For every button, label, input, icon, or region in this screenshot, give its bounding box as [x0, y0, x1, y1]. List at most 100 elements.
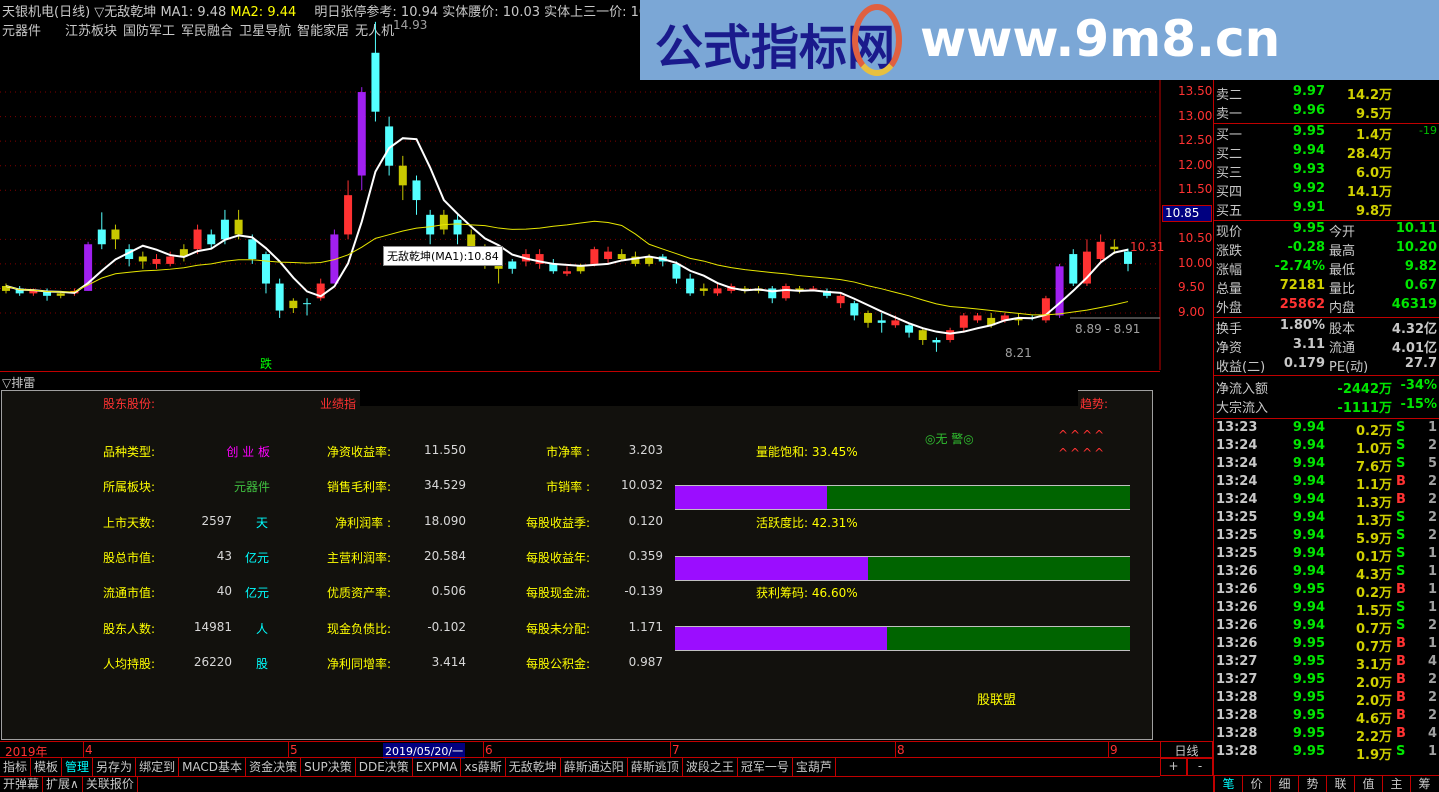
candle-body [1069, 254, 1078, 284]
divider [1213, 775, 1439, 776]
tab-势[interactable]: 势 [1298, 776, 1326, 792]
quote-row: 买五 9.91 9.8万 [1213, 200, 1439, 219]
trade-side: S [1396, 438, 1406, 453]
candle-body [398, 165, 407, 186]
quote-row: 13:24 9.94 7.6万 S 5 [1213, 456, 1439, 475]
trade-time: 13:25 [1216, 528, 1258, 543]
trade-price: 9.95 [1292, 726, 1325, 741]
brand-label: 股联盟 [977, 693, 1017, 708]
progress-fill [675, 556, 868, 580]
zoom-in-button[interactable]: + [1160, 758, 1187, 776]
trade-time: 13:24 [1216, 456, 1258, 471]
trend-label: 趋势: [1080, 397, 1109, 411]
tab-价[interactable]: 价 [1242, 776, 1270, 792]
concept-tag[interactable]: 智能家居 [297, 24, 350, 39]
trade-price: 9.94 [1292, 564, 1325, 579]
tab-模板[interactable]: 模板 [31, 758, 63, 776]
candle-body [508, 261, 517, 269]
concept-tag[interactable]: 国防军工 [123, 24, 176, 39]
panel-title[interactable]: ▽排雷 [2, 376, 36, 390]
level-volume: 14.1万 [1346, 185, 1392, 200]
tab-筹[interactable]: 筹 [1410, 776, 1438, 792]
tab-管理[interactable]: 管理 [62, 758, 94, 776]
tab-薛斯逃顶[interactable]: 薛斯逃顶 [628, 758, 683, 776]
candle-body [809, 288, 818, 290]
divider [1213, 375, 1439, 376]
fund-value: 3.11 [1292, 337, 1325, 352]
concept-tag[interactable]: 卫星导航 [239, 24, 292, 39]
tab-扩展∧[interactable]: 扩展∧ [43, 776, 83, 792]
candle-body [84, 244, 93, 291]
stat-label: 品种类型: [103, 445, 156, 459]
trade-side: B [1396, 690, 1406, 705]
trade-time: 13:25 [1216, 546, 1258, 561]
stat-value: 3.203 [628, 443, 663, 457]
quote-row: 净流入额 -2442万 -34% [1213, 378, 1439, 397]
stat-label: 净资收益率: [326, 445, 391, 459]
stat-unit: 亿元 [245, 550, 270, 565]
tab-DDE决策[interactable]: DDE决策 [356, 758, 413, 776]
tab-无敌乾坤[interactable]: 无敌乾坤 [506, 758, 561, 776]
tab-关联报价[interactable]: 关联报价 [83, 776, 138, 792]
trade-price: 9.95 [1292, 654, 1325, 669]
tab-xs薛斯[interactable]: xs薛斯 [461, 758, 506, 776]
tab-主[interactable]: 主 [1382, 776, 1410, 792]
low-label: 8.21 [1005, 346, 1032, 360]
month-label: 6 [485, 743, 493, 757]
trade-side: S [1396, 546, 1406, 561]
level-volume: 1.4万 [1355, 128, 1392, 143]
tab-开弹幕[interactable]: 开弹幕 [0, 776, 44, 792]
trade-count: 2 [1427, 672, 1437, 687]
tab-EXPMA[interactable]: EXPMA [413, 758, 462, 776]
tab-MACD基本[interactable]: MACD基本 [179, 758, 247, 776]
candle-body [1110, 246, 1119, 250]
fund-label: 股本 [1329, 322, 1356, 337]
tab-绑定到[interactable]: 绑定到 [136, 758, 180, 776]
concept-tag[interactable]: 军民融合 [181, 24, 234, 39]
level-label: 买一 [1216, 128, 1243, 143]
tab-笔[interactable]: 笔 [1214, 776, 1242, 792]
divider [0, 776, 1160, 777]
candle-body [563, 271, 571, 274]
trade-price: 9.94 [1292, 474, 1325, 489]
stat-unit: 天 [256, 515, 269, 530]
trade-time: 13:24 [1216, 438, 1258, 453]
bar-label: 获利筹码: 46.60% [756, 586, 858, 600]
trade-count: 1 [1427, 420, 1437, 435]
candle-body [672, 263, 681, 279]
tab-细[interactable]: 细 [1270, 776, 1298, 792]
level-price: 9.92 [1292, 181, 1325, 196]
trade-side: B [1396, 654, 1406, 669]
tab-资金决策[interactable]: 资金决策 [246, 758, 302, 776]
trade-price: 9.94 [1292, 528, 1325, 543]
candlestick-chart[interactable] [0, 0, 1213, 370]
quote-row: 买二 9.94 28.4万 [1213, 143, 1439, 162]
tab-值[interactable]: 值 [1354, 776, 1382, 792]
stat-label: 股东人数: [103, 621, 156, 636]
trade-side: B [1396, 708, 1406, 723]
indicator-name[interactable]: ▽无敌乾坤 [94, 5, 157, 20]
trade-side: B [1396, 582, 1406, 597]
period-button[interactable]: 日线 [1160, 741, 1213, 758]
candle-body [576, 266, 585, 272]
candle-body [467, 234, 476, 250]
trade-volume: 2.0万 [1355, 676, 1392, 691]
tab-冠军一号[interactable]: 冠军一号 [738, 758, 793, 776]
trade-time: 13:26 [1216, 636, 1258, 651]
tab-薛斯通达阳[interactable]: 薛斯通达阳 [561, 758, 628, 776]
tab-联[interactable]: 联 [1326, 776, 1354, 792]
tab-波段之王[interactable]: 波段之王 [683, 758, 738, 776]
tab-另存为[interactable]: 另存为 [93, 758, 137, 776]
tab-SUP决策[interactable]: SUP决策 [301, 758, 356, 776]
trade-count: 1 [1427, 636, 1437, 651]
concept-tag[interactable]: 无人机 [355, 24, 395, 39]
tab-宝葫芦[interactable]: 宝葫芦 [793, 758, 836, 776]
stat-value: 1.171 [628, 619, 663, 634]
zoom-out-button[interactable]: - [1187, 758, 1213, 776]
trade-time: 13:25 [1216, 510, 1258, 525]
tab-指标[interactable]: 指标 [0, 758, 32, 776]
quote-row: 13:26 9.94 1.5万 S 1 [1213, 600, 1439, 619]
stat-label: 涨幅 [1216, 263, 1243, 278]
concept-tag[interactable]: 元器件 [2, 24, 42, 39]
concept-tag[interactable]: 江苏板块 [65, 24, 118, 39]
